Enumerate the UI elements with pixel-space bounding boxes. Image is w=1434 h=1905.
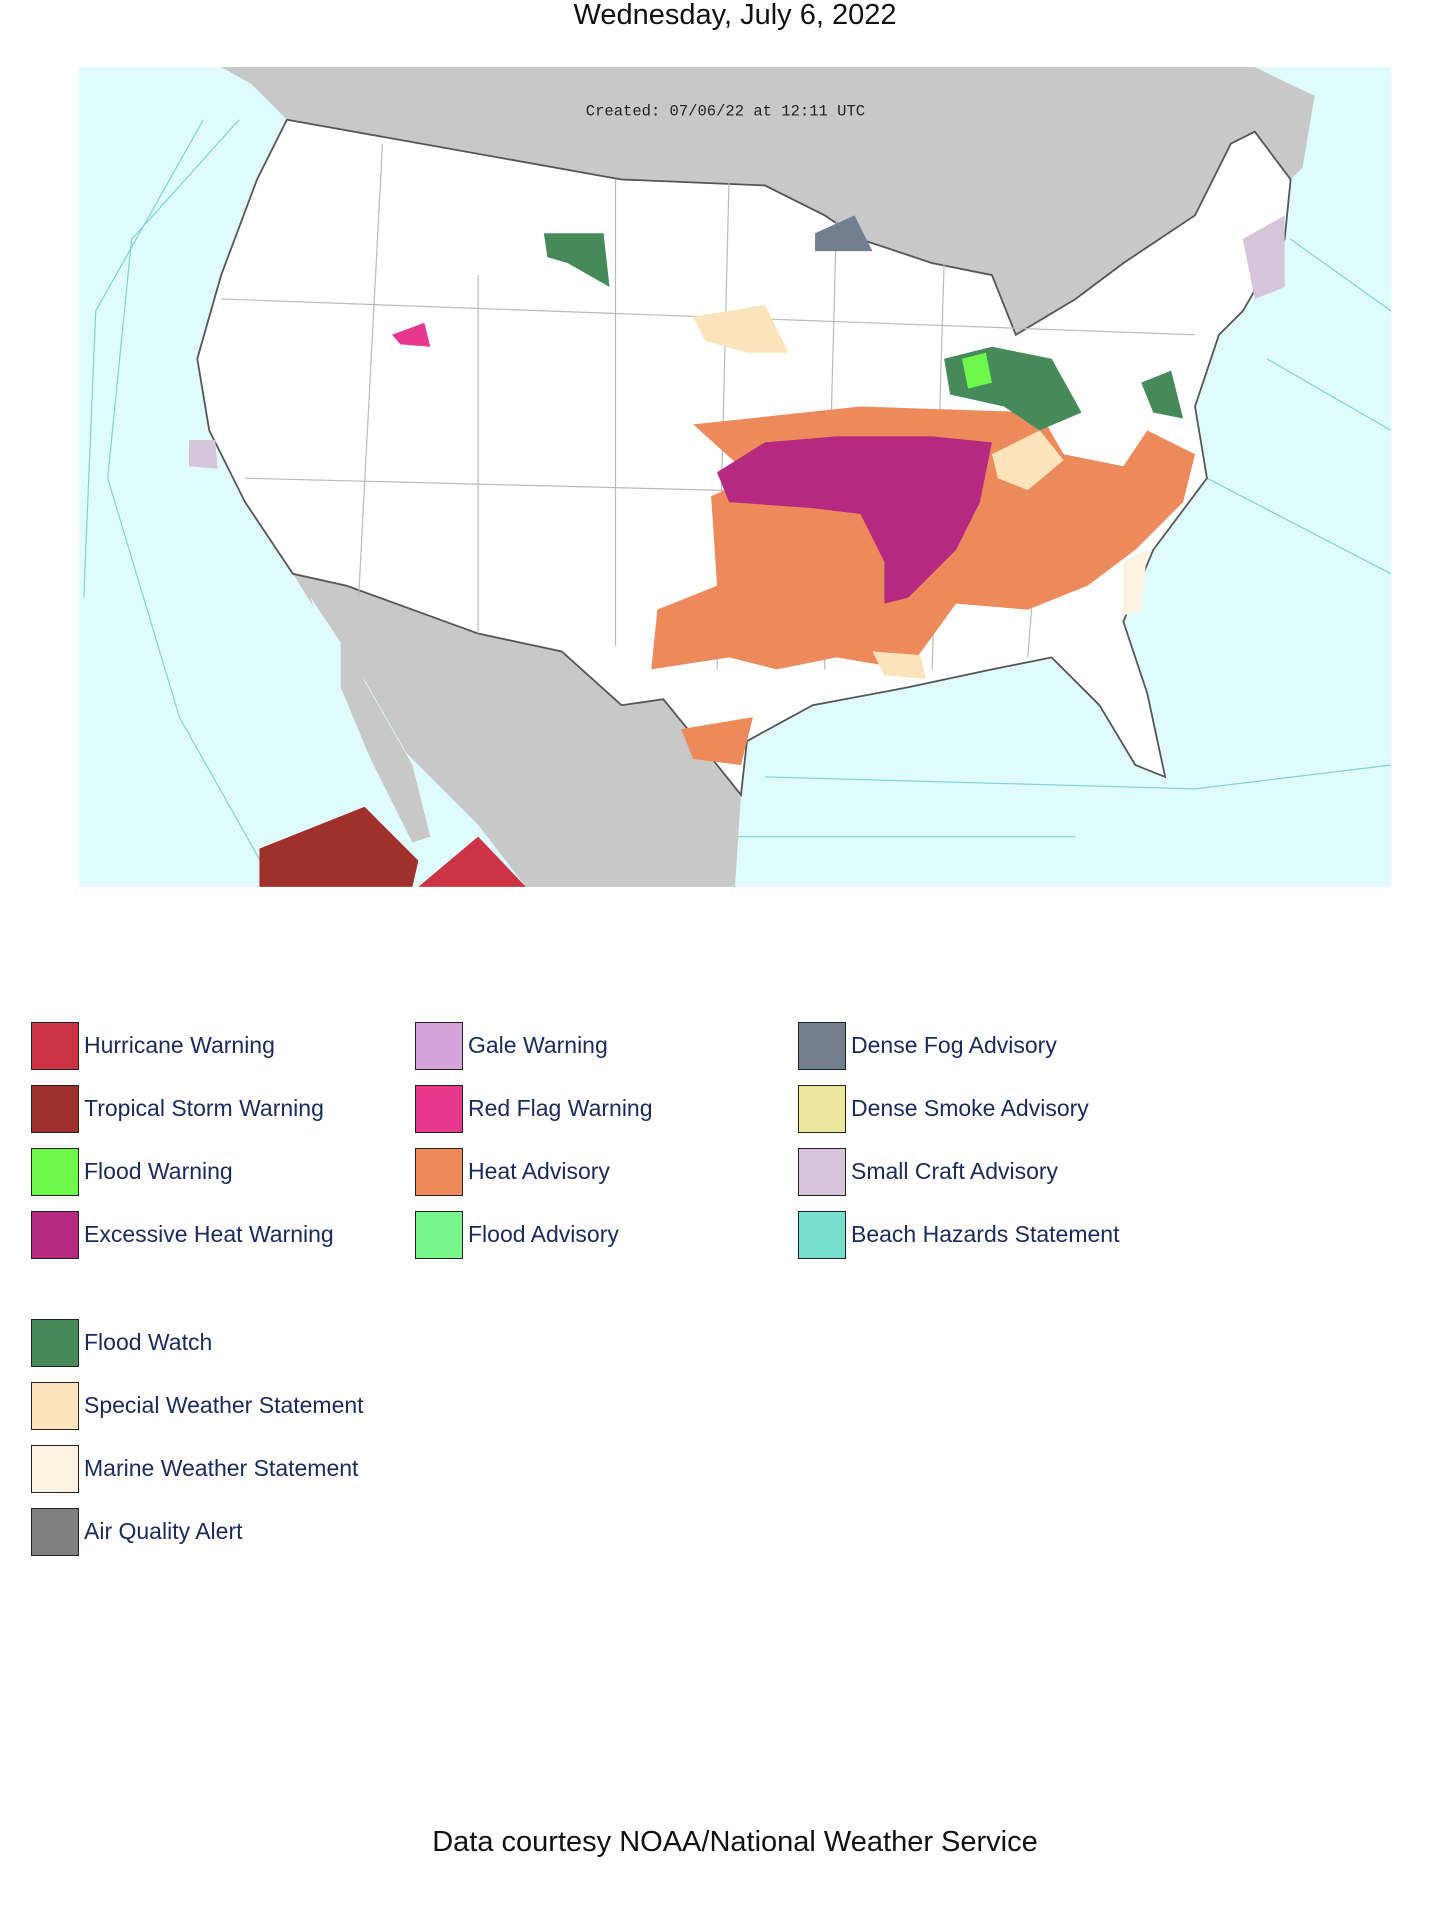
flood-warning-area — [962, 352, 992, 389]
legend-swatch — [31, 1148, 79, 1196]
excessive-heat-area — [717, 436, 992, 604]
flood-watch-area — [1141, 370, 1184, 419]
legend-label: Flood Warning — [84, 1158, 233, 1184]
legend-label: Flood Advisory — [468, 1221, 619, 1247]
canada — [221, 67, 1315, 335]
small-craft-area — [1242, 215, 1285, 299]
legend-label: Air Quality Alert — [84, 1518, 243, 1544]
legend-label: Heat Advisory — [468, 1158, 610, 1184]
legend-swatch — [798, 1148, 846, 1196]
created-label: Created: 07/06/22 at 12:11 UTC — [586, 102, 865, 120]
legend-swatch — [415, 1085, 463, 1133]
legend-label: Gale Warning — [468, 1032, 608, 1058]
legend-swatch — [798, 1211, 846, 1259]
map: Created: 07/06/22 at 12:11 UTC — [79, 67, 1391, 887]
legend-label: Marine Weather Statement — [84, 1455, 359, 1481]
fog-area — [815, 215, 873, 252]
legend-label: Small Craft Advisory — [851, 1158, 1059, 1184]
mexico — [292, 573, 741, 887]
special-statement-area — [693, 304, 789, 353]
legend-swatch — [31, 1211, 79, 1259]
marine-zones — [83, 119, 1391, 887]
legend-swatch — [798, 1085, 846, 1133]
legend-label: Excessive Heat Warning — [84, 1221, 334, 1247]
legend-swatch — [798, 1022, 846, 1070]
legend-swatch — [31, 1382, 79, 1430]
title: Wednesday, July 6, 2022 — [573, 0, 897, 31]
legend-label: Tropical Storm Warning — [84, 1095, 324, 1121]
legend-label: Flood Watch — [84, 1329, 213, 1355]
legend-swatch — [31, 1022, 79, 1070]
legend-label: Red Flag Warning — [468, 1095, 653, 1121]
baja — [340, 621, 431, 843]
special-statement-area — [872, 651, 927, 679]
tropical-storm-area — [259, 806, 419, 887]
legend-label: Hurricane Warning — [84, 1032, 275, 1058]
legend-swatch — [415, 1211, 463, 1259]
legend-swatch — [31, 1085, 79, 1133]
flood-watch-area — [543, 233, 610, 288]
legend-label: Dense Fog Advisory — [851, 1032, 1057, 1058]
gale-area — [188, 439, 218, 469]
legend-swatch — [415, 1022, 463, 1070]
legend-swatch — [415, 1148, 463, 1196]
legend-label: Dense Smoke Advisory — [851, 1095, 1089, 1121]
legend-label: Special Weather Statement — [84, 1392, 364, 1418]
heat-advisory-area — [681, 717, 753, 765]
red-flag-area — [392, 322, 431, 347]
marine-statement-area — [1123, 549, 1148, 616]
footer: Data courtesy NOAA/National Weather Serv… — [432, 1826, 1038, 1858]
hurricane-area — [418, 836, 526, 887]
legend-swatch — [31, 1445, 79, 1493]
legend-label: Beach Hazards Statement — [851, 1221, 1120, 1247]
legend-swatch — [31, 1508, 79, 1556]
legend-swatch — [31, 1319, 79, 1367]
